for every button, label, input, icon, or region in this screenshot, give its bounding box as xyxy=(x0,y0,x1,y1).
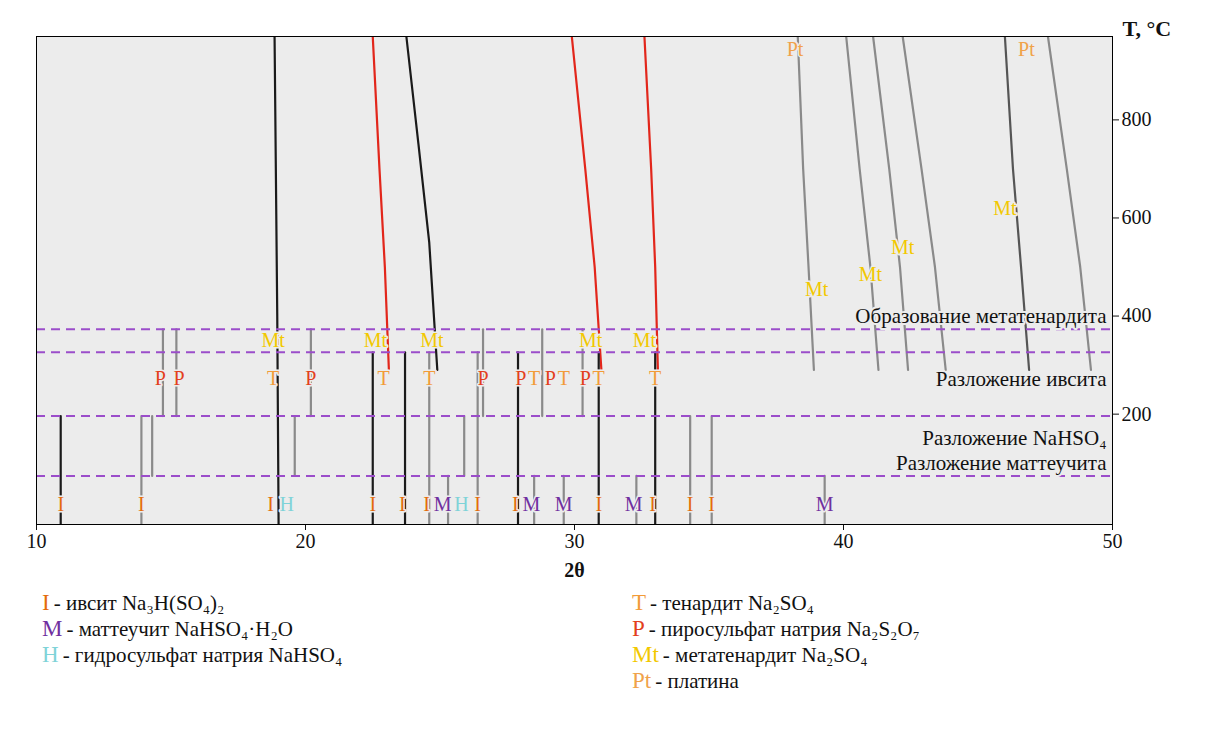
svg-text:2θ: 2θ xyxy=(564,559,584,581)
svg-text:50: 50 xyxy=(1103,530,1123,552)
svg-text:T, °C: T, °C xyxy=(1123,16,1172,41)
svg-text:I: I xyxy=(708,493,715,515)
html-text:Pt - платина: Pt - платина xyxy=(632,668,739,693)
svg-text:Mt: Mt xyxy=(859,263,883,285)
svg-text:20: 20 xyxy=(296,530,316,552)
svg-text:Pt: Pt xyxy=(1018,38,1035,60)
svg-text:800: 800 xyxy=(1122,108,1152,130)
svg-text:P: P xyxy=(545,367,556,389)
svg-text:Mt: Mt xyxy=(420,329,444,351)
svg-text:M: M xyxy=(523,493,541,515)
svg-text:Mt: Mt xyxy=(579,329,603,351)
svg-text:Разложение ивсита: Разложение ивсита xyxy=(936,367,1107,391)
svg-text:I: I xyxy=(267,493,274,515)
svg-text:P: P xyxy=(580,367,591,389)
svg-text:Mt: Mt xyxy=(262,329,286,351)
svg-text:T: T xyxy=(267,367,279,389)
svg-text:I: I xyxy=(687,493,694,515)
svg-text:I: I xyxy=(512,493,519,515)
svg-text:I: I xyxy=(138,493,145,515)
svg-text:P: P xyxy=(515,367,526,389)
svg-text:Разложение маттеучита: Разложение маттеучита xyxy=(896,451,1107,475)
svg-text:Образование метатенардита: Образование метатенардита xyxy=(855,304,1107,328)
svg-text:Mt: Mt xyxy=(805,278,829,300)
svg-text:P: P xyxy=(174,367,185,389)
svg-text:M: M xyxy=(555,493,573,515)
svg-text:P: P xyxy=(155,367,166,389)
svg-text:T: T xyxy=(558,367,570,389)
svg-text:P: P xyxy=(477,367,488,389)
svg-text:Mt: Mt xyxy=(993,197,1017,219)
svg-text:T: T xyxy=(377,367,389,389)
svg-text:Pt: Pt xyxy=(787,38,804,60)
html-text:H - гидросульфат натрия NaHSO₄: H - гидросульфат натрия NaHSO₄ xyxy=(42,642,343,667)
html-text:T - тенардит Na₂SO₄: T - тенардит Na₂SO₄ xyxy=(632,590,814,615)
svg-text:M: M xyxy=(816,493,834,515)
html-text:M - маттеучит NaHSO₄·H₂O: M - маттеучит NaHSO₄·H₂O xyxy=(42,616,293,641)
svg-text:T: T xyxy=(528,367,540,389)
svg-text:200: 200 xyxy=(1122,403,1152,425)
svg-text:H: H xyxy=(454,493,468,515)
svg-text:40: 40 xyxy=(834,530,854,552)
html-text:P - пиросульфат натрия Na₂S₂O₇: P - пиросульфат натрия Na₂S₂O₇ xyxy=(632,616,920,641)
svg-text:I: I xyxy=(474,493,481,515)
svg-text:Mt: Mt xyxy=(633,329,657,351)
svg-text:M: M xyxy=(434,493,452,515)
html-text:Mt - метатенардит Na₂SO₄: Mt - метатенардит Na₂SO₄ xyxy=(632,642,868,667)
svg-text:Разложение NaHSO₄: Разложение NaHSO₄ xyxy=(922,426,1106,450)
svg-text:M: M xyxy=(625,493,643,515)
svg-text:P: P xyxy=(305,367,316,389)
html-text:I - ивсит Na₃H(SO₄)₂: I - ивсит Na₃H(SO₄)₂ xyxy=(42,590,225,615)
svg-text:T: T xyxy=(423,367,435,389)
svg-text:T: T xyxy=(649,367,661,389)
svg-text:I: I xyxy=(595,493,602,515)
svg-text:600: 600 xyxy=(1122,206,1152,228)
svg-text:T: T xyxy=(593,367,605,389)
svg-text:10: 10 xyxy=(27,530,47,552)
svg-text:400: 400 xyxy=(1122,304,1152,326)
svg-text:Mt: Mt xyxy=(364,329,388,351)
svg-text:I: I xyxy=(399,493,406,515)
svg-text:I: I xyxy=(369,493,376,515)
svg-text:30: 30 xyxy=(565,530,585,552)
svg-text:Mt: Mt xyxy=(891,236,915,258)
svg-text:I: I xyxy=(57,493,64,515)
svg-text:H: H xyxy=(279,493,293,515)
svg-text:I: I xyxy=(423,493,430,515)
svg-text:I: I xyxy=(649,493,656,515)
